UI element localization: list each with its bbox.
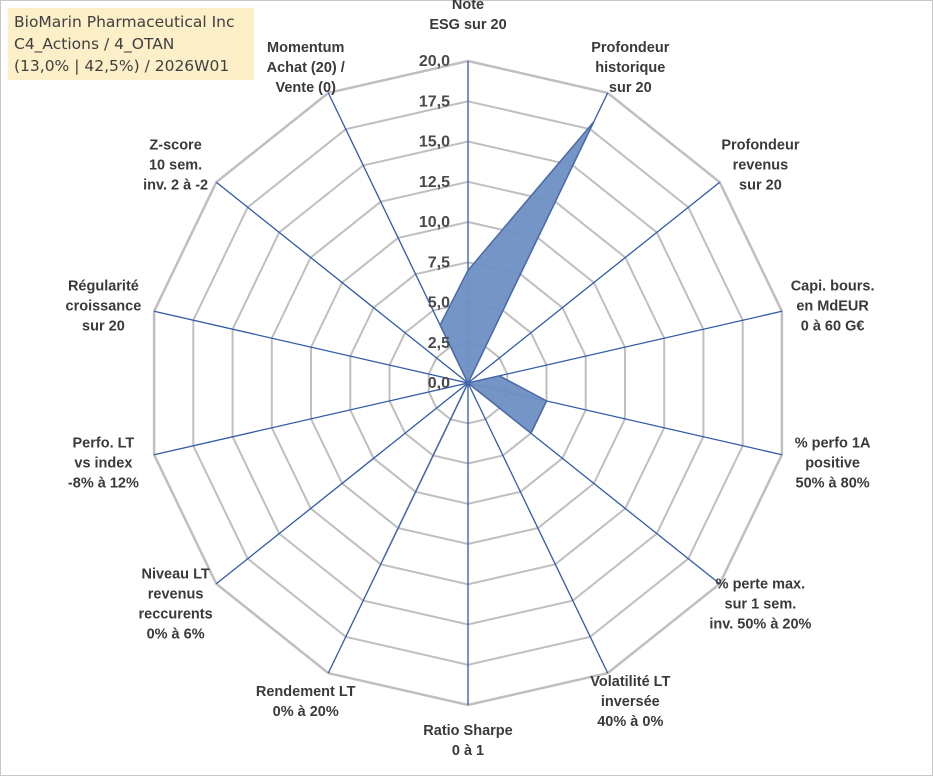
axis-label-line: 40% à 0% <box>597 714 663 730</box>
axis-label: Régularité croissance sur 20 <box>66 279 142 335</box>
axis-label-line: Régularité <box>68 279 139 295</box>
axis-label: Momentum Achat (20) / Vente (0) <box>267 40 345 96</box>
axis-label-line: vs index <box>74 455 132 471</box>
axis-label: Profondeur revenus sur 20 <box>721 138 799 194</box>
axis-label-line: sur 1 sem. <box>725 597 797 613</box>
axis-label-line: Rendement LT <box>256 684 356 700</box>
axis-label-line: % perte max. <box>716 577 805 593</box>
tick-label: 10,0 <box>419 214 450 231</box>
axis-label-line: 10 sem. <box>149 158 202 174</box>
axis-spoke <box>215 181 469 384</box>
axis-label-line: 0 à 1 <box>452 743 484 759</box>
axis-label: Perfo. LT vs index -8% à 12% <box>68 435 139 491</box>
axis-label-line: Vente (0) <box>275 80 336 96</box>
axis-label: % perfo 1A positive 50% à 80% <box>795 435 871 491</box>
axis-spoke <box>467 181 721 384</box>
axis-label-line: Profondeur <box>721 138 799 154</box>
axis-label: Rendement LT 0% à 20% <box>256 684 356 720</box>
axis-label-line: reccurents <box>139 607 213 623</box>
axis-label-line: Volatilité LT <box>590 674 670 690</box>
axis-label-line: -8% à 12% <box>68 475 139 491</box>
axis-label-line: inv. 2 à -2 <box>143 178 208 194</box>
axis-label-line: 50% à 80% <box>796 475 870 491</box>
title-line-3: (13,0% | 42,5%) / 2026W01 <box>14 57 230 75</box>
axis-label: Volatilité LT inversée 40% à 0% <box>590 674 670 730</box>
axis-label-line: Momentum <box>267 40 344 56</box>
tick-label: 17,5 <box>419 93 450 110</box>
axis-spoke <box>153 310 469 384</box>
axis-label-line: inv. 50% à 20% <box>709 617 811 633</box>
axis-label: Note ESG sur 20 <box>429 0 506 33</box>
axis-label-line: Niveau LT <box>141 567 209 583</box>
axis-label-line: Achat (20) / <box>267 60 345 76</box>
radar-axis-labels: Note ESG sur 20 Profondeur historique sur 20… <box>66 0 875 759</box>
axis-label-line: historique <box>595 60 665 76</box>
tick-label: 2,5 <box>428 335 450 352</box>
title-line-1: BioMarin Pharmaceutical Inc <box>14 13 235 31</box>
axis-label-line: 0 à 60 G€ <box>801 319 865 335</box>
tick-label: 0,0 <box>428 375 450 392</box>
axis-label-line: Z-score <box>149 138 201 154</box>
axis-label-line: sur 20 <box>739 178 782 194</box>
axis-label-line: sur 20 <box>82 319 125 335</box>
axis-label: Profondeur historique sur 20 <box>591 40 669 96</box>
tick-label: 15,0 <box>419 134 450 151</box>
axis-label-line: 0% à 20% <box>273 704 339 720</box>
axis-label: % perte max. sur 1 sem. inv. 50% à 20% <box>709 577 811 633</box>
axis-label-line: 0% à 6% <box>147 627 205 643</box>
axis-label-line: croissance <box>66 299 142 315</box>
chart-title-box: BioMarin Pharmaceutical Inc C4_Actions /… <box>8 8 254 80</box>
axis-label-line: Ratio Sharpe <box>423 723 512 739</box>
axis-label: Z-score 10 sem. inv. 2 à -2 <box>143 138 208 194</box>
axis-label-line: Perfo. LT <box>73 435 135 451</box>
axis-spoke <box>467 382 609 674</box>
axis-label: Capi. bours. en MdEUR 0 à 60 G€ <box>791 279 875 335</box>
axis-label-line: % perfo 1A <box>795 435 871 451</box>
axis-label-line: revenus <box>148 587 204 603</box>
tick-label: 20,0 <box>419 53 450 70</box>
axis-spoke <box>215 382 469 585</box>
axis-label-line: Profondeur <box>591 40 669 56</box>
tick-label: 12,5 <box>419 174 450 191</box>
axis-spoke <box>153 382 469 456</box>
axis-label-line: ESG sur 20 <box>429 17 506 33</box>
axis-label-line: Capi. bours. <box>791 279 875 295</box>
axis-label: Ratio Sharpe 0 à 1 <box>423 723 512 759</box>
axis-label-line: inversée <box>601 694 660 710</box>
axis-label-line: sur 20 <box>609 80 652 96</box>
title-line-2: C4_Actions / 4_OTAN <box>14 35 175 53</box>
axis-spoke <box>467 310 783 384</box>
tick-label: 7,5 <box>428 254 450 271</box>
radar-tick-labels: 0,0 2,5 5,0 7,5 10,0 12,5 15,0 17,5 20,0 <box>419 53 450 392</box>
axis-label-line: en MdEUR <box>796 299 869 315</box>
axis-label-line: revenus <box>733 158 789 174</box>
axis-label-line: positive <box>805 455 860 471</box>
axis-label: Niveau LT revenus reccurents 0% à 6% <box>139 567 213 643</box>
tick-label: 5,0 <box>428 295 450 312</box>
radar-series <box>383 121 595 558</box>
axis-label-line: Note <box>452 0 484 13</box>
